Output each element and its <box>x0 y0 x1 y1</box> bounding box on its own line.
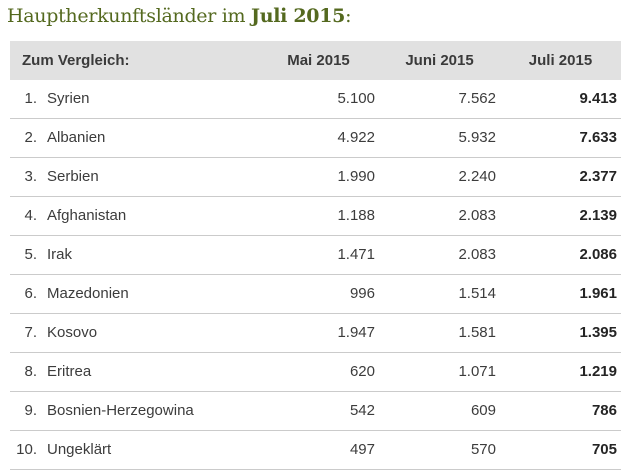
table-row: 2. Albanien 4.922 5.932 7.633 <box>10 118 621 158</box>
value-juni: 2.240 <box>379 157 500 197</box>
value-juni: 2.083 <box>379 196 500 236</box>
value-mai: 620 <box>258 352 379 392</box>
country-cell: Serbien <box>37 157 258 197</box>
country-cell: Kosovo <box>37 313 258 353</box>
comparison-table-container: Zum Vergleich: Mai 2015 Juni 2015 Juli 2… <box>10 40 621 470</box>
table-row: 9. Bosnien-Herzegowina 542 609 786 <box>10 391 621 431</box>
country-cell: Syrien <box>37 79 258 119</box>
value-juli: 9.413 <box>500 79 621 119</box>
value-juli: 2.377 <box>500 157 621 197</box>
country-cell: Eritrea <box>37 352 258 392</box>
rank-cell: 8. <box>10 352 37 392</box>
value-juli: 1.961 <box>500 274 621 314</box>
value-juli: 705 <box>500 430 621 470</box>
page-title-highlight: Juli 2015 <box>251 5 346 27</box>
page-title-suffix: : <box>345 5 352 27</box>
value-mai: 996 <box>258 274 379 314</box>
value-juni: 570 <box>379 430 500 470</box>
rank-cell: 3. <box>10 157 37 197</box>
table-row: 8. Eritrea 620 1.071 1.219 <box>10 352 621 392</box>
value-mai: 1.471 <box>258 235 379 275</box>
rank-cell: 9. <box>10 391 37 431</box>
value-mai: 1.990 <box>258 157 379 197</box>
value-mai: 4.922 <box>258 118 379 158</box>
country-cell: Afghanistan <box>37 196 258 236</box>
value-juli: 1.219 <box>500 352 621 392</box>
value-mai: 497 <box>258 430 379 470</box>
country-cell: Ungeklärt <box>37 430 258 470</box>
country-cell: Bosnien-Herzegowina <box>37 391 258 431</box>
value-juni: 2.083 <box>379 235 500 275</box>
value-juli: 786 <box>500 391 621 431</box>
table-row: 1. Syrien 5.100 7.562 9.413 <box>10 79 621 119</box>
rank-cell: 7. <box>10 313 37 353</box>
country-cell: Irak <box>37 235 258 275</box>
value-mai: 1.188 <box>258 196 379 236</box>
value-mai: 542 <box>258 391 379 431</box>
header-col-juni-2015: Juni 2015 <box>379 40 500 80</box>
value-juli: 1.395 <box>500 313 621 353</box>
table-header-row: Zum Vergleich: Mai 2015 Juni 2015 Juli 2… <box>10 40 621 80</box>
rank-cell: 10. <box>10 430 37 470</box>
table-row: 4. Afghanistan 1.188 2.083 2.139 <box>10 196 621 236</box>
table-row: 5. Irak 1.471 2.083 2.086 <box>10 235 621 275</box>
value-juni: 609 <box>379 391 500 431</box>
rank-cell: 1. <box>10 79 37 119</box>
page-title: Hauptherkunftsländer im Juli 2015: <box>7 4 630 30</box>
value-juli: 2.139 <box>500 196 621 236</box>
value-juli: 7.633 <box>500 118 621 158</box>
value-juni: 7.562 <box>379 79 500 119</box>
value-juni: 1.514 <box>379 274 500 314</box>
value-juli: 2.086 <box>500 235 621 275</box>
value-mai: 1.947 <box>258 313 379 353</box>
table-row: 7. Kosovo 1.947 1.581 1.395 <box>10 313 621 353</box>
header-compare-label: Zum Vergleich: <box>10 40 258 80</box>
rank-cell: 5. <box>10 235 37 275</box>
table-row: 10. Ungeklärt 497 570 705 <box>10 430 621 470</box>
value-juni: 1.071 <box>379 352 500 392</box>
header-col-juli-2015: Juli 2015 <box>500 40 621 80</box>
value-juni: 5.932 <box>379 118 500 158</box>
country-cell: Albanien <box>37 118 258 158</box>
header-col-mai-2015: Mai 2015 <box>258 40 379 80</box>
table-row: 3. Serbien 1.990 2.240 2.377 <box>10 157 621 197</box>
rank-cell: 6. <box>10 274 37 314</box>
rank-cell: 4. <box>10 196 37 236</box>
page-title-prefix: Hauptherkunftsländer im <box>7 5 252 27</box>
rank-cell: 2. <box>10 118 37 158</box>
value-juni: 1.581 <box>379 313 500 353</box>
table-row: 6. Mazedonien 996 1.514 1.961 <box>10 274 621 314</box>
comparison-table: Zum Vergleich: Mai 2015 Juni 2015 Juli 2… <box>10 40 621 470</box>
country-cell: Mazedonien <box>37 274 258 314</box>
value-mai: 5.100 <box>258 79 379 119</box>
